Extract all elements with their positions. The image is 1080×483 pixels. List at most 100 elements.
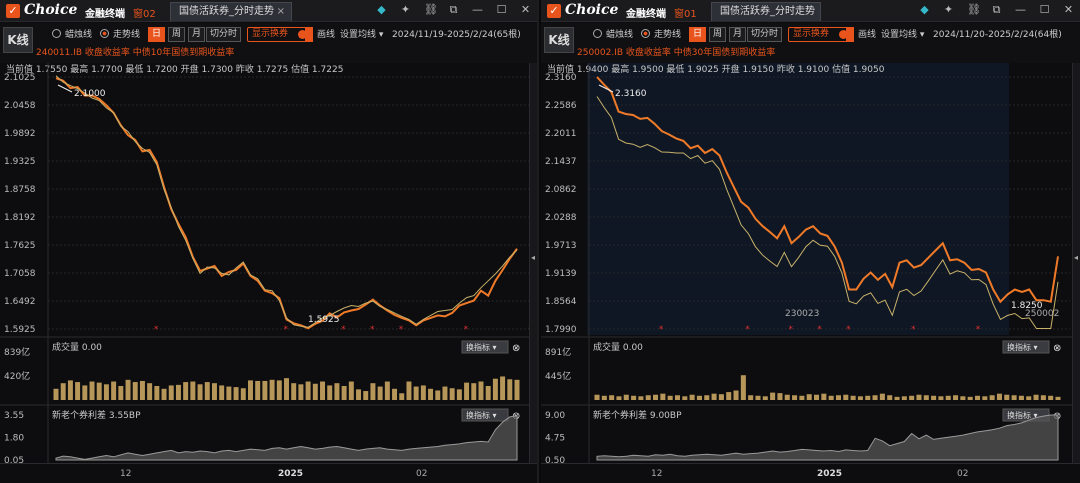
chart-svg[interactable]: 当前值 1.7550 最高 1.7700 最低 1.7200 开盘 1.7300… <box>0 63 539 466</box>
volume-bar <box>667 395 673 400</box>
period-week-button[interactable]: 周 <box>168 27 186 42</box>
volume-bar <box>828 395 834 400</box>
color-swatch[interactable] <box>305 27 313 42</box>
volume-bar <box>923 395 929 400</box>
collapse-handle-icon[interactable]: ◂ <box>531 253 536 262</box>
color-icon[interactable]: ◆ <box>920 3 929 16</box>
tab-active[interactable]: 国债活跃券_分时走势 × <box>170 2 292 21</box>
restore-icon[interactable]: ⧉ <box>449 3 458 16</box>
switch-intraday-button[interactable]: 切分时 <box>747 27 783 42</box>
swap-marker: * <box>284 325 289 335</box>
volume-bar <box>953 395 959 400</box>
maximize-icon[interactable]: ☐ <box>1039 3 1050 16</box>
volume-bar <box>799 395 805 400</box>
volume-bar <box>974 395 981 400</box>
chart-area[interactable]: 当前值 1.7550 最高 1.7700 最低 1.7200 开盘 1.7300… <box>0 63 539 466</box>
window-tag: 窗01 <box>674 9 697 20</box>
draw-line-button[interactable]: 画线 <box>858 30 877 40</box>
series-line-1 <box>55 77 518 330</box>
max-arrow <box>598 84 614 93</box>
volume-bar <box>204 382 210 400</box>
color-icon[interactable]: ◆ <box>377 3 386 16</box>
chart-svg[interactable]: 当前值 1.9400 最高 1.9500 最低 1.9025 开盘 1.9150… <box>541 63 1080 466</box>
volume-bar <box>514 379 520 400</box>
volume-bar <box>464 382 470 400</box>
tab-close-icon[interactable]: × <box>276 6 285 17</box>
y-tick-label: 3.55 <box>4 411 24 421</box>
volume-bar <box>276 380 282 400</box>
series-line-1 <box>596 76 1059 304</box>
pin-icon[interactable]: ✦ <box>943 3 954 16</box>
show-swap-toggle[interactable]: 显示换券 <box>247 27 312 42</box>
period-day-button[interactable]: 日 <box>148 27 166 42</box>
volume-bar <box>485 385 491 400</box>
volume-bar <box>609 395 615 400</box>
volume-bar <box>806 394 812 400</box>
pin-icon[interactable]: ✦ <box>400 3 411 16</box>
link-icon[interactable]: ⛓ <box>424 3 438 16</box>
set-ma-dropdown[interactable]: 设置均线 ▾ <box>881 28 924 42</box>
max-label: 2.3160 <box>615 89 647 99</box>
volume-bar <box>305 381 311 400</box>
volume-bar <box>125 379 131 400</box>
color-swatch[interactable] <box>846 27 854 42</box>
period-week-button[interactable]: 周 <box>709 27 727 42</box>
x-label: 12 <box>651 469 663 479</box>
swap-indicator-button[interactable] <box>461 408 509 422</box>
volume-bar <box>240 388 246 400</box>
side-collapse[interactable]: ◂ <box>1072 63 1080 463</box>
y-tick-label: 2.0862 <box>545 185 577 195</box>
minimize-icon[interactable]: — <box>472 3 483 16</box>
volume-bar <box>60 383 66 400</box>
volume-bar <box>363 391 369 400</box>
volume-bar <box>377 386 383 400</box>
link-icon[interactable]: ⛓ <box>967 3 981 16</box>
swap-marker: * <box>659 325 664 335</box>
volume-bar <box>500 376 506 400</box>
logo-text: Choice <box>565 2 619 18</box>
kline-button[interactable]: K线 <box>3 27 33 53</box>
period-month-button[interactable]: 月 <box>729 27 747 42</box>
volume-bar <box>865 395 871 400</box>
volume-bar <box>370 383 376 400</box>
set-ma-dropdown[interactable]: 设置均线 ▾ <box>340 28 383 42</box>
chart-area[interactable]: 当前值 1.9400 最高 1.9500 最低 1.9025 开盘 1.9150… <box>541 63 1080 466</box>
check-icon: ✓ <box>6 4 20 18</box>
switch-intraday-button[interactable]: 切分时 <box>206 27 242 42</box>
collapse-handle-icon[interactable]: ◂ <box>1074 253 1079 262</box>
y-tick-label: 1.7058 <box>4 269 36 279</box>
restore-icon[interactable]: ⧉ <box>992 3 1001 16</box>
volume-bar <box>711 393 717 400</box>
close-icon[interactable]: ✕ <box>1063 3 1074 16</box>
swap-indicator-button[interactable] <box>1002 340 1050 354</box>
draw-line-button[interactable]: 画线 <box>317 30 336 40</box>
series-line-2 <box>55 75 518 328</box>
volume-bar <box>645 395 651 400</box>
side-collapse[interactable]: ◂ <box>529 63 537 463</box>
period-month-button[interactable]: 月 <box>188 27 206 42</box>
radio-candle[interactable]: 蜡烛线 <box>52 28 92 42</box>
close-icon[interactable]: ✕ <box>520 3 531 16</box>
swap-marker: * <box>911 325 916 335</box>
radio-trend[interactable]: 走势线 <box>641 28 681 42</box>
swap-label: 250002 <box>1025 309 1059 319</box>
period-day-button[interactable]: 日 <box>689 27 707 42</box>
kline-button[interactable]: K线 <box>544 27 574 53</box>
volume-bar <box>843 394 849 400</box>
radio-checked-icon <box>641 29 650 38</box>
spread-area <box>596 414 1059 461</box>
volume-bar <box>442 386 448 400</box>
volume-bar <box>594 394 600 400</box>
volume-bar <box>740 375 746 400</box>
volume-bar <box>53 388 59 400</box>
maximize-icon[interactable]: ☐ <box>496 3 507 16</box>
volume-bar <box>190 381 196 400</box>
minimize-icon[interactable]: — <box>1015 3 1026 16</box>
swap-indicator-button[interactable] <box>461 340 509 354</box>
volume-bar <box>226 386 232 400</box>
radio-trend[interactable]: 走势线 <box>100 28 140 42</box>
x-label: 02 <box>957 469 969 479</box>
show-swap-toggle[interactable]: 显示换券 <box>788 27 853 42</box>
tab-active[interactable]: 国债活跃券_分时走势 <box>711 2 821 21</box>
radio-candle[interactable]: 蜡烛线 <box>593 28 633 42</box>
